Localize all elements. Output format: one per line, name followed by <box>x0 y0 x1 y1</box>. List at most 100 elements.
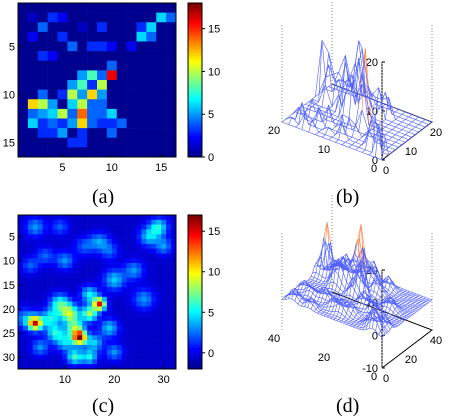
heatmap-cell <box>72 277 78 283</box>
surface-mesh-line <box>323 301 328 304</box>
heatmap-cell <box>156 41 167 52</box>
heatmap-cell <box>72 335 78 341</box>
surface-mesh-line <box>368 302 371 307</box>
surface-mesh-line <box>315 302 320 305</box>
surface-mesh-line <box>389 292 392 295</box>
heatmap-cell <box>57 60 68 71</box>
heatmap-cell <box>82 292 88 298</box>
heatmap-cell <box>67 234 73 240</box>
heatmap-cell <box>106 128 118 139</box>
heatmap-cell <box>136 243 142 249</box>
surface-mesh-line <box>381 285 386 288</box>
surface-mesh-line <box>308 101 316 105</box>
heatmap-cell <box>146 224 152 230</box>
surface-mesh-line <box>375 96 383 100</box>
surface-mesh-line <box>297 285 301 290</box>
surface-mesh-line <box>412 303 416 306</box>
heatmap-cell <box>52 316 58 322</box>
surface-mesh-line <box>309 301 313 306</box>
heatmap-cell <box>116 229 122 235</box>
heatmap-cell <box>92 320 98 326</box>
heatmap-cell <box>116 359 122 365</box>
heatmap-cell <box>126 359 132 365</box>
surface-mesh-line <box>380 312 384 318</box>
surface-mesh-line <box>344 306 349 308</box>
surface-mesh-line <box>401 142 406 146</box>
heatmap-cell <box>151 296 157 302</box>
heatmap-cell <box>151 330 157 336</box>
surface-mesh-line <box>391 303 395 305</box>
surface-mesh-line <box>378 299 383 302</box>
surface-mesh-line <box>348 74 353 88</box>
surface-mesh-line <box>328 86 336 90</box>
surface-mesh-line <box>338 295 341 298</box>
heatmap-cell <box>97 359 103 365</box>
surface-mesh-line <box>373 290 378 295</box>
heatmap-cell <box>116 316 122 322</box>
surface-mesh-line <box>378 308 383 311</box>
surface-mesh-line <box>306 284 310 287</box>
heatmap-cell <box>171 277 177 283</box>
heatmap-cell <box>156 340 162 346</box>
heatmap-cell <box>42 287 48 293</box>
surface-mesh-line <box>281 121 289 125</box>
heatmap-cell <box>72 344 78 351</box>
heatmap-cell <box>22 335 29 341</box>
surface-mesh-line <box>386 312 389 316</box>
surface-mesh-line <box>344 281 347 289</box>
heatmap-cell <box>136 41 147 52</box>
surface-mesh-line <box>380 285 384 289</box>
heatmap-cell <box>77 282 83 288</box>
heatmap-cell <box>126 70 137 81</box>
heatmap-cell <box>87 243 93 249</box>
colorbar-segment <box>188 308 202 312</box>
heatmap-cell <box>18 311 24 317</box>
heatmap-cell <box>42 340 48 346</box>
surface-mesh-line <box>351 277 355 281</box>
surface-mesh-line <box>395 111 403 115</box>
heatmap-cell <box>87 354 93 360</box>
surface-mesh-line <box>328 273 333 281</box>
surface-mesh-line <box>352 300 357 304</box>
colorbar-segment <box>188 22 202 25</box>
heatmap-cell <box>116 243 122 249</box>
surface-mesh-line <box>358 147 366 151</box>
surface-mesh-line <box>321 119 326 123</box>
heatmap-cell <box>82 277 88 283</box>
heatmap-cell <box>52 215 58 221</box>
surface-mesh-line <box>352 304 355 308</box>
colorbar-segment <box>188 361 202 365</box>
heatmap-cell <box>136 311 142 317</box>
colorbar-segment <box>188 258 202 262</box>
heatmap-cell <box>32 344 39 351</box>
heatmap-cell <box>121 301 127 307</box>
surface-mesh-line <box>294 287 297 290</box>
heatmap-cell <box>156 296 162 302</box>
heatmap-cell <box>146 316 152 322</box>
surface-mesh-line <box>364 269 368 273</box>
surface-mesh-line <box>398 321 402 324</box>
heatmap-cell <box>47 320 53 326</box>
surface-mesh-line <box>398 131 406 135</box>
heatmap-cell <box>171 340 177 346</box>
heatmap-cell <box>131 330 137 336</box>
surface-mesh-line <box>409 291 413 293</box>
surface-mesh-line <box>307 278 310 281</box>
heatmap-cell <box>166 354 172 360</box>
heatmap-cell <box>97 263 103 269</box>
heatmap-cell <box>42 224 48 230</box>
surface-mesh-line <box>349 261 352 267</box>
surface-mesh-line <box>312 287 316 290</box>
surface-mesh-line <box>341 144 349 148</box>
heatmap-cell <box>171 292 177 298</box>
surface-mesh-line <box>406 289 410 292</box>
colorbar-segment <box>188 147 202 151</box>
heatmap-cell <box>18 118 29 129</box>
surface-mesh-line <box>405 119 413 123</box>
surface-mesh-line <box>391 136 399 141</box>
surface-mesh-line <box>311 98 319 103</box>
surface-mesh-line <box>410 300 415 303</box>
heatmap-cell <box>18 277 24 283</box>
surface-mesh-line <box>333 319 337 322</box>
